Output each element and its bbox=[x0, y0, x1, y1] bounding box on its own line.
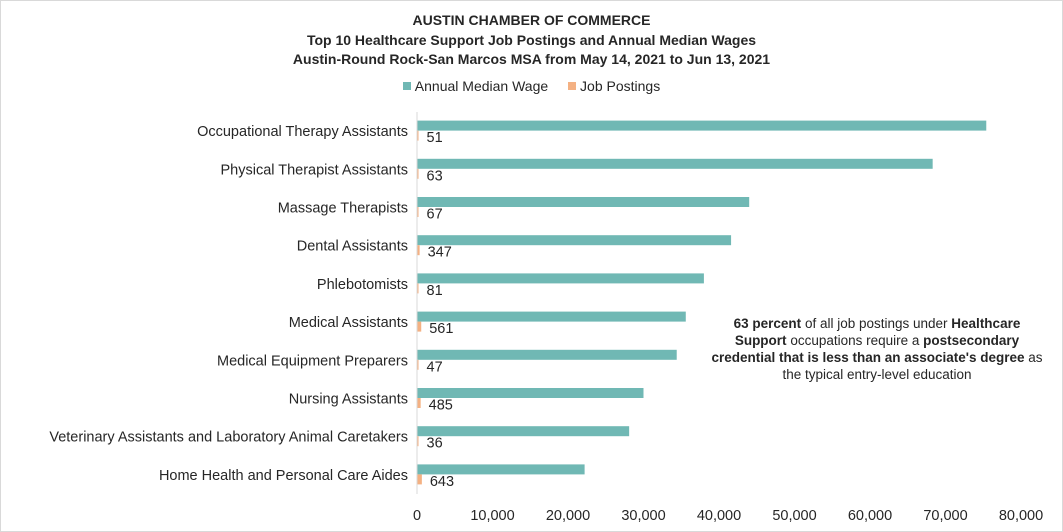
legend-item-postings: Job Postings bbox=[568, 78, 660, 94]
note-text-1: of all job postings under bbox=[801, 316, 952, 331]
x-tick-label: 20,000 bbox=[546, 508, 590, 524]
bar-wage bbox=[417, 273, 704, 284]
category-label: Occupational Therapy Assistants bbox=[197, 124, 408, 140]
data-label-postings: 561 bbox=[429, 321, 453, 337]
data-label-postings: 36 bbox=[427, 436, 443, 452]
legend-swatch-wage bbox=[402, 82, 411, 90]
note-text-3: as the typical entry-level education bbox=[782, 350, 1043, 382]
chart-title-line-1: AUSTIN CHAMBER OF COMMERCE bbox=[412, 12, 651, 28]
data-label-postings: 47 bbox=[427, 359, 443, 375]
data-label-postings: 81 bbox=[427, 283, 443, 299]
bar-postings bbox=[417, 436, 419, 447]
bar-wage bbox=[417, 349, 677, 360]
data-label-postings: 63 bbox=[427, 168, 443, 184]
bar-postings bbox=[417, 321, 422, 332]
note-bold-2: Healthcare Support bbox=[734, 316, 1021, 348]
chart-title-line-3: Austin-Round Rock-San Marcos MSA from Ma… bbox=[292, 51, 771, 67]
bar-postings bbox=[417, 474, 422, 485]
data-label-postings: 485 bbox=[429, 398, 453, 414]
legend-label-postings: Job Postings bbox=[580, 78, 661, 94]
bar-wage bbox=[417, 388, 644, 398]
category-label: Veterinary Assistants and Laboratory Ani… bbox=[49, 430, 408, 446]
bar-wage bbox=[417, 426, 630, 437]
x-tick-label: 70,000 bbox=[923, 508, 967, 524]
data-label-postings: 643 bbox=[430, 474, 454, 490]
bar-wage bbox=[417, 235, 732, 246]
data-label-postings: 67 bbox=[427, 207, 443, 223]
note-bold-1: 63 percent bbox=[733, 316, 802, 331]
x-tick-label: 50,000 bbox=[772, 508, 816, 524]
x-tick-label: 80,000 bbox=[999, 508, 1043, 524]
bar-postings bbox=[417, 398, 421, 408]
x-tick-label: 60,000 bbox=[848, 508, 892, 524]
chart-legend: Annual Median Wage Job Postings bbox=[0, 77, 1063, 94]
data-label-postings: 347 bbox=[428, 245, 452, 261]
category-label: Dental Assistants bbox=[297, 239, 408, 255]
bar-wage bbox=[417, 197, 750, 207]
data-label-postings: 51 bbox=[427, 130, 443, 146]
category-label: Medical Equipment Preparers bbox=[217, 353, 408, 369]
x-tick-label: 40,000 bbox=[697, 508, 741, 524]
annotation-note: 63 percent of all job postings under Hea… bbox=[707, 313, 1047, 385]
bar-postings bbox=[417, 283, 419, 294]
bar-postings bbox=[417, 168, 419, 179]
bar-wage bbox=[417, 158, 933, 169]
bar-wage bbox=[417, 311, 686, 322]
category-label: Physical Therapist Assistants bbox=[220, 162, 408, 178]
bar-wage bbox=[417, 464, 585, 475]
note-bold-3: postsecondary credential that is less th… bbox=[711, 333, 1025, 365]
note-text-2: occupations require a bbox=[786, 333, 924, 348]
chart-title-line-2: Top 10 Healthcare Support Job Postings a… bbox=[306, 32, 757, 48]
x-tick-label: 0 bbox=[413, 508, 421, 524]
bar-postings bbox=[417, 130, 419, 141]
category-label: Home Health and Personal Care Aides bbox=[159, 468, 408, 484]
x-tick-label: 10,000 bbox=[470, 508, 514, 524]
legend-swatch-postings bbox=[568, 82, 577, 90]
legend-label-wage: Annual Median Wage bbox=[414, 78, 549, 94]
category-label: Nursing Assistants bbox=[289, 392, 408, 408]
bar-wage bbox=[417, 120, 987, 131]
category-label: Massage Therapists bbox=[278, 201, 408, 217]
category-label: Medical Assistants bbox=[289, 315, 408, 331]
x-tick-label: 30,000 bbox=[621, 508, 665, 524]
legend-item-wage: Annual Median Wage bbox=[402, 78, 549, 94]
bar-postings bbox=[417, 207, 419, 217]
bar-postings bbox=[417, 359, 419, 370]
bar-postings bbox=[417, 245, 420, 256]
category-label: Phlebotomists bbox=[317, 277, 408, 293]
